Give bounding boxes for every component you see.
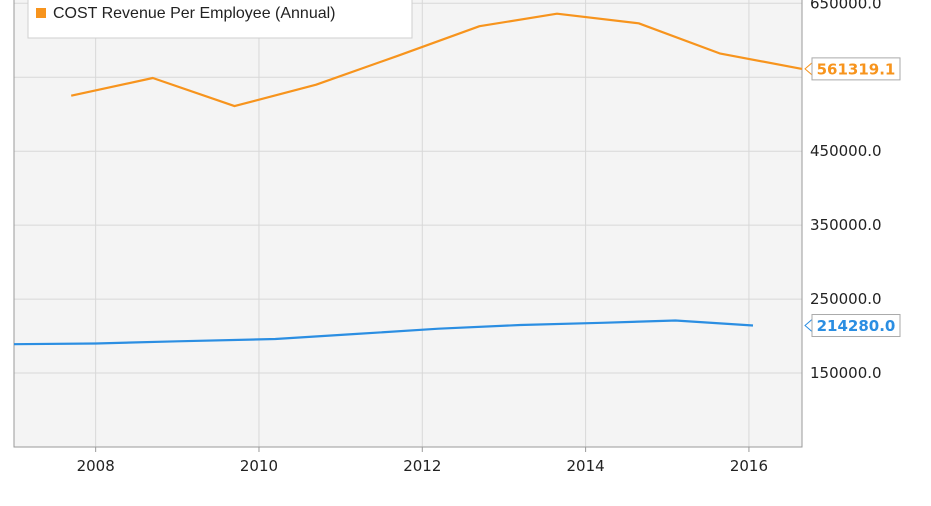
value-badge-label: 214280.0 — [817, 317, 896, 335]
y-axis: 150000.0 250000.0 350000.0 450000.0 650000.0 — [810, 0, 882, 382]
value-badge — [811, 57, 901, 81]
plot-border — [13, 0, 803, 448]
x-tick-label: 2014 — [567, 457, 605, 475]
value-pointer — [804, 318, 813, 333]
legend-swatch — [36, 8, 46, 18]
plot-area — [14, 0, 802, 447]
x-tick-label: 2016 — [730, 457, 768, 475]
value-pointer — [804, 61, 813, 76]
y-tick-label: 350000.0 — [810, 216, 882, 234]
y-tick-label: 650000.0 — [810, 0, 882, 12]
x-axis: 2008 2010 2012 2014 2016 — [77, 447, 768, 475]
x-tick-label: 2012 — [403, 457, 441, 475]
legend-box — [27, 0, 413, 39]
value-badge — [811, 314, 901, 338]
legend: COST Revenue Per Employee (Annual) — [27, 0, 413, 39]
legend-label: COST Revenue Per Employee (Annual) — [53, 5, 336, 22]
value-badge-label: 561319.1 — [817, 60, 896, 78]
x-tick-label: 2008 — [77, 457, 115, 475]
last-value-labels: 561319.1 214280.0 — [804, 57, 901, 338]
series-line-1 — [70, 12, 803, 108]
y-tick-label: 450000.0 — [810, 142, 882, 160]
series-lines — [13, 12, 803, 346]
y-tick-label: 150000.0 — [810, 364, 882, 382]
x-tick-label: 2010 — [240, 457, 278, 475]
y-tick-label: 250000.0 — [810, 290, 882, 308]
series-line-2 — [13, 319, 754, 346]
